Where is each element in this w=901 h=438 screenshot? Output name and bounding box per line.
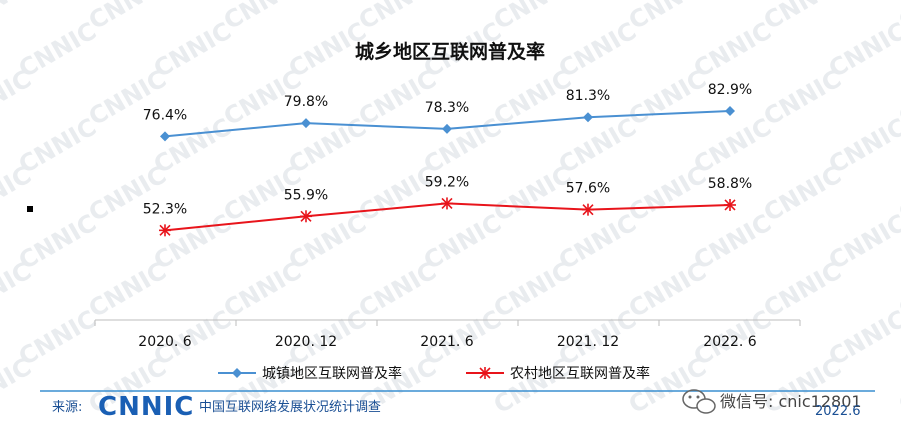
watermark-text: CNNIC <box>759 0 846 35</box>
data-label: 76.4% <box>143 107 187 123</box>
watermark-text: CNNIC <box>759 65 846 131</box>
data-label: 78.3% <box>425 100 469 116</box>
legend-asterisk-icon <box>479 367 491 379</box>
watermark-text: CNNIC <box>354 65 441 131</box>
watermark-text: CNNIC <box>624 161 711 227</box>
data-point-asterisk <box>300 210 312 223</box>
data-point-diamond <box>583 112 593 123</box>
watermark-text: CNNIC <box>554 17 641 83</box>
data-label: 57.6% <box>566 181 610 197</box>
watermark-text: CNNIC <box>894 353 901 419</box>
x-tick-label: 2021. 6 <box>420 334 474 350</box>
data-point-asterisk <box>724 198 736 211</box>
watermark-text: CNNIC <box>354 0 441 35</box>
data-label: 55.9% <box>284 187 328 203</box>
data-point-diamond <box>442 123 452 134</box>
bullet-marker <box>27 206 33 212</box>
watermark-text: CNNIC <box>624 257 711 323</box>
x-tick-label: 2021. 12 <box>557 334 619 350</box>
legend-label-rural: 农村地区互联网普及率 <box>510 365 650 382</box>
watermark-text: CNNIC <box>14 209 101 275</box>
data-label: 58.8% <box>708 176 752 192</box>
watermark-text: CNNIC <box>149 209 236 275</box>
data-point-asterisk <box>159 224 171 237</box>
data-label: 81.3% <box>566 88 610 104</box>
wechat-id: 微信号: cnic12801 <box>720 392 862 411</box>
watermark-text: CNNIC <box>759 161 846 227</box>
watermark-text: CNNIC <box>419 209 506 275</box>
data-label: 59.2% <box>425 174 469 190</box>
watermark-text: CNNIC <box>0 0 36 35</box>
x-tick-label: 2020. 12 <box>275 334 337 350</box>
data-point-diamond <box>725 105 735 116</box>
watermark-text: CNNIC <box>489 161 576 227</box>
data-label: 82.9% <box>708 82 752 98</box>
data-label: 52.3% <box>143 201 187 217</box>
data-point-diamond <box>301 118 311 129</box>
watermark-text: CNNIC <box>894 0 901 35</box>
watermark-text: CNNIC <box>554 113 641 179</box>
watermark-text: CNNIC <box>489 257 576 323</box>
watermark-text: CNNIC <box>14 17 101 83</box>
data-point-asterisk <box>582 203 594 216</box>
watermark-text: CNNIC <box>624 65 711 131</box>
watermark-text: CNNIC <box>689 17 776 83</box>
x-axis-tick-labels: 2020. 6 2020. 12 2021. 6 2021. 12 2022. 6 <box>138 334 757 350</box>
watermark-text: CNNIC <box>149 17 236 83</box>
watermark-text: CNNIC <box>624 0 711 35</box>
legend: 城镇地区互联网普及率 农村地区互联网普及率 <box>218 365 650 382</box>
corner-date: 2022.6 <box>815 404 861 419</box>
data-label: 79.8% <box>284 94 328 110</box>
watermark-text: CNNIC <box>219 257 306 323</box>
watermark-text: CNNIC <box>689 113 776 179</box>
x-axis-ticks <box>94 320 801 326</box>
data-point-asterisk <box>441 197 453 210</box>
watermark-text: CNNIC <box>759 257 846 323</box>
series-rural: 52.3% 55.9% 59.2% 57.6% 58.8% <box>143 174 752 237</box>
chart-title: 城乡地区互联网普及率 <box>355 40 545 63</box>
data-point-diamond <box>160 131 170 142</box>
watermark-text: CNNIC <box>84 0 171 35</box>
watermark-text: CNNIC <box>489 353 576 419</box>
legend-label-urban: 城镇地区互联网普及率 <box>262 365 402 382</box>
legend-diamond-icon <box>232 368 242 378</box>
watermark-text: CNNIC <box>219 0 306 35</box>
watermark-text: CNNIC <box>554 209 641 275</box>
watermark-text: CNNIC <box>284 113 371 179</box>
wechat-icon <box>682 389 716 414</box>
watermark-text: CNNIC <box>84 257 171 323</box>
x-tick-label: 2020. 6 <box>138 334 192 350</box>
watermark-text: CNNIC <box>354 161 441 227</box>
source-label: 来源: <box>52 400 82 415</box>
watermark-text: CNNIC <box>489 0 576 35</box>
watermark-text: CNNIC <box>14 113 101 179</box>
watermark-text: CNNIC <box>14 305 101 371</box>
cnnic-logo: CNNIC <box>98 392 194 422</box>
series-layer: 76.4% 79.8% 78.3% 81.3% 82.9% 52.3% 55.9% 59.2%… <box>143 82 752 237</box>
watermark-text: CNNIC <box>689 209 776 275</box>
watermark-text: CNNIC <box>354 257 441 323</box>
watermark-text: CNNIC <box>284 209 371 275</box>
watermark-text: CNNIC <box>419 113 506 179</box>
series-urban: 76.4% 79.8% 78.3% 81.3% 82.9% <box>143 82 752 142</box>
x-tick-label: 2022. 6 <box>703 334 757 350</box>
source-text: 中国互联网络发展状况统计调查 <box>199 399 381 415</box>
